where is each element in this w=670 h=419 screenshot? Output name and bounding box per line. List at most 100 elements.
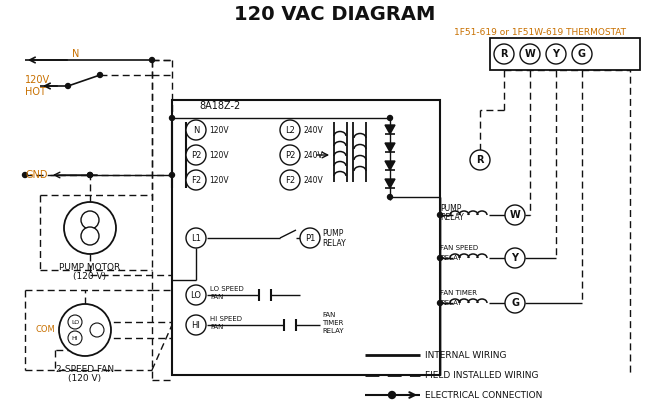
Text: HI SPEED: HI SPEED <box>210 316 242 322</box>
Circle shape <box>98 72 103 78</box>
Bar <box>172 100 440 375</box>
Text: G: G <box>511 298 519 308</box>
Text: GND: GND <box>25 170 48 180</box>
Text: 240V: 240V <box>303 150 323 160</box>
Circle shape <box>546 44 566 64</box>
Circle shape <box>68 315 82 329</box>
Circle shape <box>66 83 70 88</box>
Text: 120 VAC DIAGRAM: 120 VAC DIAGRAM <box>234 5 436 23</box>
Circle shape <box>280 170 300 190</box>
Circle shape <box>81 211 99 229</box>
Text: Y: Y <box>511 253 519 263</box>
Text: 2-SPEED FAN: 2-SPEED FAN <box>56 365 114 373</box>
Text: FIELD INSTALLED WIRING: FIELD INSTALLED WIRING <box>425 370 539 380</box>
Text: F2: F2 <box>285 176 295 184</box>
Text: N: N <box>193 126 199 134</box>
Text: 8A18Z-2: 8A18Z-2 <box>200 101 241 111</box>
Text: RELAY: RELAY <box>440 300 462 306</box>
Circle shape <box>81 227 99 245</box>
Text: (120 V): (120 V) <box>74 272 107 282</box>
Circle shape <box>88 173 92 178</box>
Text: F2: F2 <box>191 176 201 184</box>
Text: RELAY: RELAY <box>322 328 344 334</box>
Text: FAN TIMER: FAN TIMER <box>440 290 477 296</box>
Circle shape <box>280 145 300 165</box>
Text: HI: HI <box>192 321 200 329</box>
Text: FAN: FAN <box>210 324 223 330</box>
Circle shape <box>505 248 525 268</box>
Circle shape <box>59 304 111 356</box>
Circle shape <box>387 194 393 199</box>
Circle shape <box>280 120 300 140</box>
Circle shape <box>572 44 592 64</box>
Circle shape <box>387 116 393 121</box>
Text: N: N <box>72 49 79 59</box>
Text: W: W <box>510 210 521 220</box>
Circle shape <box>23 173 27 178</box>
Bar <box>490 38 640 70</box>
Text: L2: L2 <box>285 126 295 134</box>
Circle shape <box>64 202 116 254</box>
Text: Y: Y <box>553 49 559 59</box>
Circle shape <box>186 145 206 165</box>
Text: RELAY: RELAY <box>440 212 464 222</box>
Text: 240V: 240V <box>303 176 323 184</box>
Circle shape <box>186 228 206 248</box>
Circle shape <box>68 331 82 345</box>
Text: W: W <box>525 49 535 59</box>
Text: FAN SPEED: FAN SPEED <box>440 245 478 251</box>
Text: LO SPEED: LO SPEED <box>210 286 244 292</box>
Text: R: R <box>476 155 484 165</box>
Text: PUMP MOTOR: PUMP MOTOR <box>60 264 121 272</box>
Text: ELECTRICAL CONNECTION: ELECTRICAL CONNECTION <box>425 391 543 399</box>
Text: P2: P2 <box>285 150 295 160</box>
Circle shape <box>438 212 442 217</box>
Circle shape <box>520 44 540 64</box>
Text: RELAY: RELAY <box>322 238 346 248</box>
Text: 120V: 120V <box>209 126 228 134</box>
Circle shape <box>170 116 174 121</box>
Text: G: G <box>578 49 586 59</box>
Circle shape <box>186 285 206 305</box>
Text: PUMP: PUMP <box>322 228 343 238</box>
Text: (120 V): (120 V) <box>68 373 102 383</box>
Circle shape <box>186 120 206 140</box>
Text: P2: P2 <box>191 150 201 160</box>
Circle shape <box>438 256 442 261</box>
Circle shape <box>470 150 490 170</box>
Circle shape <box>88 173 92 178</box>
Circle shape <box>149 57 155 62</box>
Text: 120V: 120V <box>25 75 50 85</box>
Text: RELAY: RELAY <box>440 255 462 261</box>
Text: FAN: FAN <box>322 312 336 318</box>
Circle shape <box>389 391 395 398</box>
Circle shape <box>186 315 206 335</box>
Text: TIMER: TIMER <box>322 320 343 326</box>
Text: 120V: 120V <box>209 150 228 160</box>
Polygon shape <box>385 125 395 134</box>
Text: LO: LO <box>190 290 202 300</box>
Text: 240V: 240V <box>303 126 323 134</box>
Circle shape <box>300 228 320 248</box>
Text: R: R <box>500 49 508 59</box>
Text: COM: COM <box>35 326 55 334</box>
Circle shape <box>505 205 525 225</box>
Polygon shape <box>385 161 395 170</box>
Text: 120V: 120V <box>209 176 228 184</box>
Circle shape <box>186 170 206 190</box>
Circle shape <box>494 44 514 64</box>
Text: HOT: HOT <box>25 87 46 97</box>
Text: 1F51-619 or 1F51W-619 THERMOSTAT: 1F51-619 or 1F51W-619 THERMOSTAT <box>454 28 626 36</box>
Circle shape <box>505 293 525 313</box>
Circle shape <box>438 300 442 305</box>
Text: PUMP: PUMP <box>440 204 462 212</box>
Text: LO: LO <box>71 320 79 324</box>
Circle shape <box>170 173 174 178</box>
Circle shape <box>90 323 104 337</box>
Text: INTERNAL WIRING: INTERNAL WIRING <box>425 351 507 360</box>
Text: FAN: FAN <box>210 294 223 300</box>
Polygon shape <box>385 143 395 152</box>
Text: HI: HI <box>72 336 78 341</box>
Text: P1: P1 <box>305 233 315 243</box>
Text: L1: L1 <box>191 233 201 243</box>
